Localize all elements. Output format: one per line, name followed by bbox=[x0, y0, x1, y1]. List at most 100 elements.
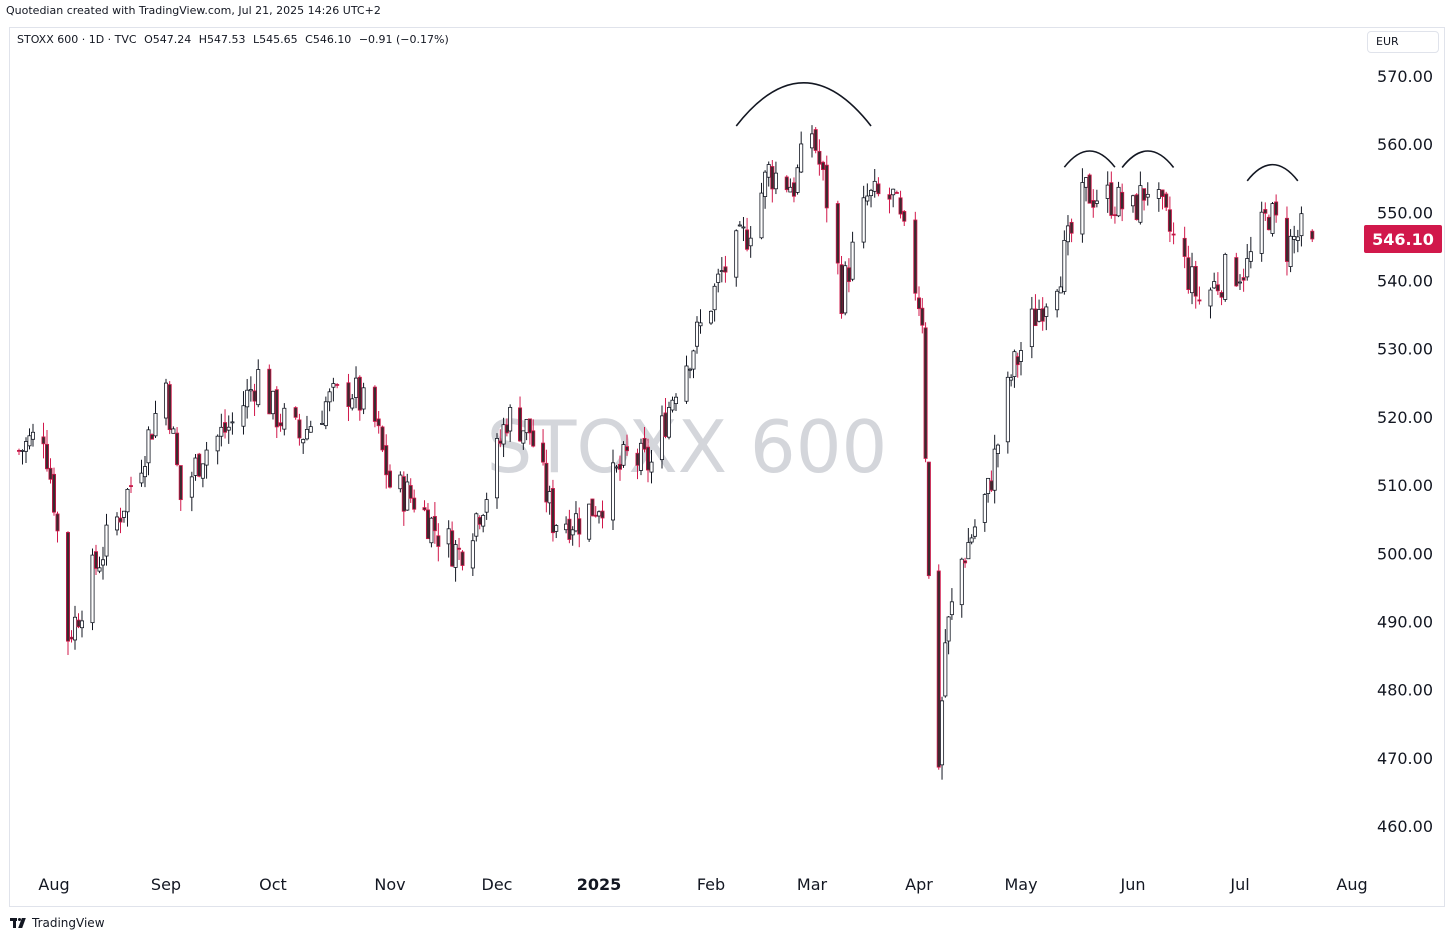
candle-body bbox=[1245, 258, 1250, 278]
candle bbox=[97, 556, 102, 574]
candle-body bbox=[1299, 213, 1304, 237]
candle-body bbox=[450, 530, 455, 567]
candle-body bbox=[335, 384, 340, 386]
candle bbox=[1058, 276, 1063, 294]
candle bbox=[784, 175, 789, 193]
pattern-arc[interactable] bbox=[735, 82, 872, 127]
candle bbox=[611, 449, 616, 530]
candle bbox=[248, 376, 253, 402]
candle bbox=[320, 410, 325, 425]
candle-body bbox=[547, 491, 552, 504]
candle bbox=[1080, 168, 1085, 243]
candle bbox=[639, 438, 644, 476]
legend-symbol[interactable]: STOXX 600 · 1D · TVC bbox=[17, 33, 137, 46]
candle bbox=[531, 419, 536, 448]
candle-body bbox=[1284, 217, 1289, 262]
candle bbox=[1219, 290, 1224, 306]
candle bbox=[1116, 181, 1121, 218]
candle-body bbox=[1234, 257, 1239, 287]
candle-body bbox=[171, 428, 176, 434]
candle-body bbox=[1055, 290, 1060, 311]
candle-body bbox=[741, 226, 746, 229]
candle-body bbox=[1112, 214, 1117, 217]
candle-body bbox=[920, 307, 925, 326]
candle-body bbox=[219, 426, 224, 437]
candle bbox=[695, 316, 700, 354]
candle bbox=[1270, 201, 1275, 237]
candle bbox=[23, 437, 28, 464]
candle-body bbox=[80, 620, 85, 629]
candle bbox=[1197, 286, 1202, 305]
candle-body bbox=[494, 438, 499, 499]
candle bbox=[567, 509, 572, 544]
candle bbox=[142, 455, 147, 488]
candle-body bbox=[982, 494, 987, 523]
annotation-arcs bbox=[735, 82, 1299, 182]
candle-body bbox=[327, 391, 332, 403]
candle bbox=[128, 476, 133, 493]
candle-body bbox=[963, 560, 968, 564]
candle bbox=[719, 257, 724, 283]
candle bbox=[799, 131, 804, 174]
candle-body bbox=[1167, 209, 1172, 232]
candle bbox=[923, 322, 928, 463]
candle-body bbox=[405, 481, 410, 511]
currency-selector[interactable]: EUR bbox=[1367, 31, 1439, 53]
candle-body bbox=[1029, 308, 1034, 348]
candle-body bbox=[167, 384, 172, 431]
candle bbox=[470, 533, 475, 576]
candle bbox=[963, 557, 968, 568]
candle-body bbox=[115, 516, 120, 531]
candle bbox=[940, 696, 945, 780]
candle-body bbox=[1164, 193, 1169, 208]
candle bbox=[1223, 252, 1228, 302]
candle bbox=[891, 188, 896, 208]
candle bbox=[1171, 222, 1176, 245]
x-tick-label: Jul bbox=[1229, 875, 1249, 894]
candle-body bbox=[966, 542, 971, 560]
candle bbox=[55, 511, 60, 543]
candle-body bbox=[959, 558, 964, 606]
candle bbox=[175, 427, 180, 467]
candle bbox=[869, 188, 874, 208]
candle-body bbox=[470, 540, 475, 569]
candle bbox=[346, 373, 351, 422]
candle-body bbox=[425, 509, 430, 540]
candle-body bbox=[97, 567, 102, 572]
candles-layer bbox=[16, 125, 1315, 780]
candle-body bbox=[498, 440, 503, 444]
candle bbox=[1284, 206, 1289, 276]
candle-body bbox=[398, 474, 403, 490]
pattern-arc[interactable] bbox=[1246, 164, 1299, 182]
candle-body bbox=[554, 525, 559, 532]
candle-body bbox=[1208, 289, 1213, 307]
candle bbox=[223, 409, 228, 439]
candle bbox=[270, 390, 275, 420]
candle bbox=[48, 458, 53, 484]
candle bbox=[597, 510, 602, 524]
candle-body bbox=[1219, 292, 1224, 298]
pattern-arc[interactable] bbox=[1063, 150, 1116, 168]
legend-open: O547.24 bbox=[144, 33, 192, 46]
pattern-arc[interactable] bbox=[1121, 150, 1175, 168]
candle bbox=[959, 557, 964, 618]
candle bbox=[600, 500, 605, 529]
candle bbox=[361, 382, 366, 415]
y-tick-label: 460.00 bbox=[1377, 817, 1433, 836]
candle bbox=[688, 367, 693, 379]
candle-body bbox=[457, 547, 462, 550]
legend-close: C546.10 bbox=[305, 33, 352, 46]
candle bbox=[1055, 288, 1060, 318]
candle bbox=[90, 548, 95, 631]
symbol-legend: STOXX 600 · 1D · TVC O547.24 H547.53 L54… bbox=[17, 33, 453, 46]
x-tick-label: Mar bbox=[797, 875, 828, 894]
candle-body bbox=[146, 429, 151, 464]
candle bbox=[547, 485, 552, 515]
candle bbox=[1215, 272, 1220, 296]
candle-body bbox=[384, 445, 389, 476]
candle bbox=[712, 283, 717, 322]
candle bbox=[153, 400, 158, 439]
candle-body bbox=[401, 476, 406, 512]
candle bbox=[1241, 268, 1246, 292]
